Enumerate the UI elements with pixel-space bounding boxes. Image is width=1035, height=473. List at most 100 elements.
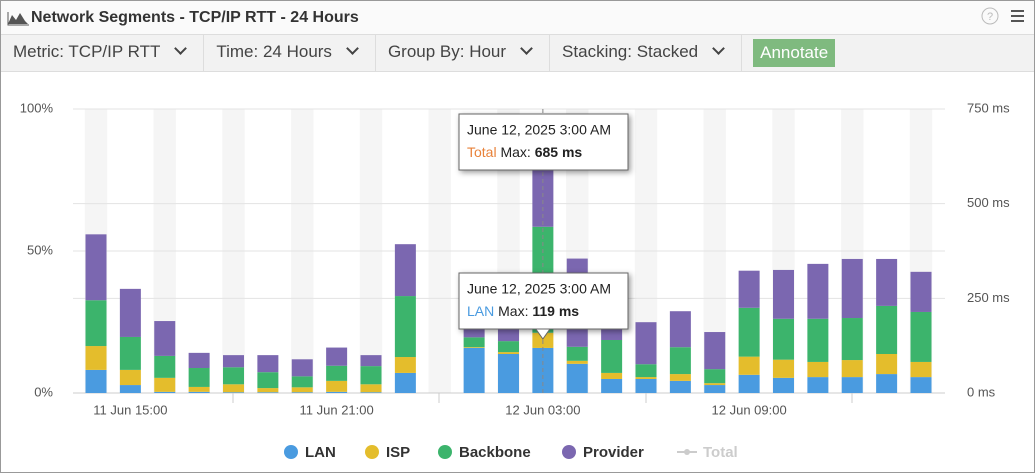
bar-segment [119, 336, 141, 370]
bar-segment [773, 359, 794, 378]
bar-segment [704, 385, 726, 393]
bar-segment [463, 347, 485, 393]
bar-segment [188, 368, 210, 387]
bar-segment [360, 355, 382, 367]
bar-segment [876, 353, 898, 375]
legend-label: Backbone [459, 444, 531, 461]
tooltip-stat: Max: [498, 303, 528, 319]
toolbar: Metric: TCP/IP RTT Time: 24 Hours Group … [1, 35, 1034, 72]
tooltip: June 12, 2025 3:00 AM Total Max: 685 ms [458, 113, 629, 171]
y-tick-label: 750 ms [967, 100, 1010, 115]
bar-segment [635, 378, 657, 393]
group-dropdown[interactable]: Group By: Hour [376, 35, 551, 71]
tooltip-box [458, 272, 629, 330]
bar-segment [773, 318, 794, 360]
y-tick-label: 0 ms [967, 384, 996, 399]
bar-segment [669, 380, 691, 393]
bar-segment [85, 369, 107, 393]
bar-segment [154, 391, 176, 393]
tooltip-date: June 12, 2025 3:00 AM [467, 281, 611, 297]
legend-marker [562, 445, 576, 459]
bar-segment [119, 385, 141, 393]
tooltip-pointer [534, 328, 551, 340]
bar-segment [223, 392, 244, 393]
bar-segment [326, 380, 348, 392]
bar-segment [188, 352, 210, 369]
bar-segment [394, 244, 416, 297]
bar-segment [498, 353, 519, 393]
bar-segment [566, 360, 588, 364]
bar-segment [841, 377, 863, 393]
y2-tick-label: 50% [27, 242, 53, 257]
bar-segment [360, 366, 382, 385]
bar-segment [601, 378, 623, 393]
bar-segment [876, 305, 898, 354]
tooltip-line: Total Max: 685 ms [467, 144, 582, 160]
stacking-dropdown[interactable]: Stacking: Stacked [550, 35, 743, 71]
bar-segment [601, 339, 623, 373]
tooltip-series: LAN [467, 303, 494, 319]
tooltip-box [458, 113, 629, 171]
legend-label: LAN [305, 444, 336, 461]
y-tick-label: 500 ms [967, 195, 1010, 210]
legend-marker [365, 445, 379, 459]
bar-segment [738, 270, 760, 308]
bar-segment [738, 374, 760, 393]
x-tick-label: 11 Jun 15:00 [93, 402, 167, 417]
bar-segment [326, 391, 348, 393]
bar-segment [738, 356, 760, 375]
legend-dot-inactive [684, 449, 690, 455]
bar-segment [360, 384, 382, 393]
header: Network Segments - TCP/IP RTT - 24 Hours… [1, 1, 1034, 35]
bar-segment [566, 346, 588, 361]
y2-tick-label: 100% [20, 100, 54, 115]
bar-segment [773, 377, 794, 393]
bar-segment [841, 318, 863, 361]
bar-segment [841, 360, 863, 378]
bar-segment [291, 376, 313, 388]
metric-dropdown[interactable]: Metric: TCP/IP RTT [1, 35, 205, 71]
bar-segment [119, 369, 141, 386]
bar-segment [223, 355, 244, 368]
y2-tick-label: 0% [34, 384, 53, 399]
legend-label: Provider [583, 444, 644, 461]
bar-segment [601, 372, 623, 379]
bar-segment [326, 347, 348, 366]
header-icons[interactable]: ? [981, 7, 1031, 27]
legend-marker [284, 445, 298, 459]
bar-segment [910, 271, 932, 312]
bar-segment [188, 391, 210, 393]
bar-segment [223, 384, 244, 393]
bar-segment [669, 311, 691, 348]
x-tick-label: 12 Jun 03:00 [505, 402, 580, 417]
bar-segment [807, 263, 829, 319]
y-tick-label: 250 ms [967, 290, 1010, 305]
bar-segment [394, 357, 416, 373]
bar-segment [463, 347, 485, 348]
bar-segment [257, 392, 279, 393]
tooltip-series: Total [467, 144, 497, 160]
bar-segment [807, 361, 829, 378]
bar-segment [635, 377, 657, 379]
bar-segment [154, 377, 176, 392]
bar-segment [841, 258, 863, 319]
bar-segment [360, 392, 382, 393]
bar-segment [257, 355, 279, 373]
tooltip-date: June 12, 2025 3:00 AM [467, 122, 611, 138]
bar-segment [669, 374, 691, 381]
annotate-button[interactable]: Annotate [753, 39, 836, 67]
bar-segment [394, 372, 416, 393]
bar-segment [738, 307, 760, 357]
bar-segment [119, 288, 141, 337]
bar-segment [635, 364, 657, 378]
bar-segment [85, 234, 107, 301]
bar-segment [257, 372, 279, 389]
bar-segment [291, 392, 313, 393]
bar-segment [566, 363, 588, 393]
legend-marker [438, 445, 452, 459]
time-dropdown[interactable]: Time: 24 Hours [204, 35, 376, 71]
bar-segment [910, 377, 932, 393]
legend-label-inactive: Total [703, 444, 738, 461]
